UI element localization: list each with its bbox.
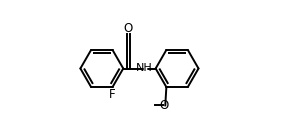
Text: NH: NH xyxy=(136,63,153,73)
Text: O: O xyxy=(124,22,133,35)
Text: F: F xyxy=(109,88,115,101)
Text: O: O xyxy=(160,99,169,112)
